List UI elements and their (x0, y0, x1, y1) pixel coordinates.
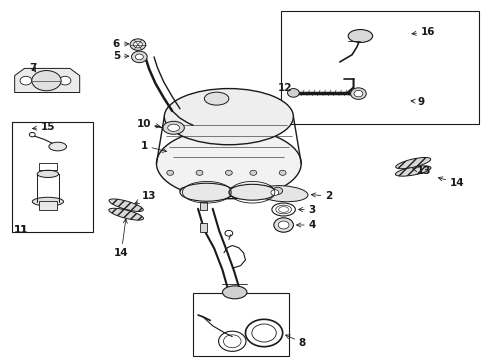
Ellipse shape (204, 92, 228, 105)
Ellipse shape (131, 51, 147, 63)
Ellipse shape (347, 30, 372, 42)
Ellipse shape (20, 76, 32, 85)
Text: 2: 2 (311, 191, 331, 201)
Ellipse shape (272, 187, 282, 194)
Ellipse shape (204, 187, 214, 194)
Text: 13: 13 (412, 166, 431, 176)
Ellipse shape (49, 142, 66, 151)
Ellipse shape (167, 124, 179, 131)
Bar (193, 293, 288, 356)
Text: 12: 12 (277, 83, 292, 93)
Text: 6: 6 (113, 39, 128, 49)
Text: 4: 4 (296, 220, 315, 230)
Ellipse shape (257, 186, 307, 202)
Text: 11: 11 (14, 225, 28, 235)
Ellipse shape (350, 88, 366, 99)
Ellipse shape (29, 132, 35, 137)
Ellipse shape (225, 170, 232, 175)
Ellipse shape (133, 41, 142, 48)
Text: 10: 10 (137, 119, 160, 129)
Ellipse shape (273, 218, 293, 232)
Ellipse shape (279, 170, 285, 175)
Bar (199, 202, 206, 210)
Ellipse shape (180, 187, 189, 194)
Ellipse shape (166, 170, 173, 175)
Ellipse shape (156, 128, 301, 199)
Ellipse shape (180, 183, 233, 201)
Ellipse shape (249, 170, 256, 175)
Ellipse shape (395, 166, 430, 176)
Ellipse shape (278, 221, 288, 229)
Text: 3: 3 (298, 204, 315, 215)
Text: 5: 5 (113, 51, 128, 61)
Ellipse shape (287, 89, 299, 97)
Ellipse shape (253, 187, 263, 194)
Text: 13: 13 (135, 191, 156, 203)
Ellipse shape (228, 187, 238, 194)
Ellipse shape (164, 89, 293, 145)
Ellipse shape (37, 170, 59, 177)
Ellipse shape (395, 157, 430, 169)
Text: 14: 14 (437, 177, 464, 188)
Ellipse shape (32, 197, 63, 206)
Text: 11: 11 (14, 225, 28, 235)
Text: 16: 16 (411, 27, 434, 37)
Bar (281, 11, 478, 124)
Ellipse shape (109, 208, 143, 220)
Bar (39, 201, 57, 210)
Polygon shape (15, 68, 80, 93)
Bar (12, 122, 93, 232)
Text: 15: 15 (33, 122, 55, 132)
Ellipse shape (59, 76, 71, 85)
Ellipse shape (353, 90, 362, 97)
Ellipse shape (130, 39, 145, 50)
Bar (199, 223, 206, 232)
Ellipse shape (32, 71, 61, 91)
Text: 1: 1 (141, 141, 166, 152)
Text: 14: 14 (114, 219, 128, 258)
Ellipse shape (196, 170, 203, 175)
Text: 9: 9 (410, 96, 424, 107)
Text: 8: 8 (285, 335, 305, 348)
Ellipse shape (222, 286, 246, 299)
Text: 7: 7 (29, 63, 37, 73)
Ellipse shape (135, 54, 143, 60)
Ellipse shape (163, 121, 184, 134)
Ellipse shape (228, 184, 275, 200)
Ellipse shape (270, 190, 278, 195)
Ellipse shape (109, 199, 143, 211)
